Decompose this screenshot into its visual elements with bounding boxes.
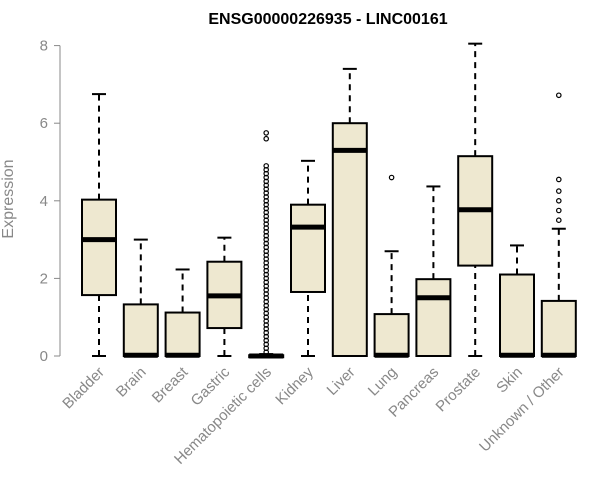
y-tick-label: 8 bbox=[40, 38, 48, 55]
x-tick-label: Kidney bbox=[272, 363, 317, 408]
box-iqr bbox=[331, 122, 368, 357]
box-iqr bbox=[81, 198, 117, 297]
outlier-point bbox=[555, 207, 562, 214]
axes: 0 2 4 6 8 bbox=[40, 38, 61, 365]
x-tick-label: Breast bbox=[149, 363, 192, 406]
x-tick-label: Prostate bbox=[432, 364, 484, 416]
box-kidney bbox=[290, 159, 326, 357]
outlier-point bbox=[263, 130, 270, 136]
box-breast bbox=[164, 268, 201, 358]
y-tick-label: 6 bbox=[40, 115, 48, 132]
box-brain bbox=[122, 238, 159, 358]
box-lung bbox=[373, 174, 410, 358]
box-iqr bbox=[164, 311, 201, 358]
y-axis-label: Expression bbox=[0, 159, 17, 238]
box-liver bbox=[331, 67, 368, 357]
box-iqr bbox=[373, 313, 410, 358]
chart-title: ENSG00000226935 - LINC00161 bbox=[208, 11, 447, 28]
box-pancreas bbox=[415, 185, 452, 357]
outlier-point bbox=[555, 176, 562, 183]
x-tick-label: Brain bbox=[113, 364, 150, 401]
box-unknown-other bbox=[540, 92, 577, 358]
box-iqr bbox=[415, 278, 452, 357]
boxes bbox=[81, 42, 577, 359]
outlier-point bbox=[388, 174, 395, 181]
x-tick-label: Bladder bbox=[59, 364, 108, 413]
y-tick-label: 4 bbox=[40, 193, 48, 210]
box-hematopoietic-cells bbox=[248, 130, 285, 359]
box-prostate bbox=[457, 42, 494, 357]
outlier-point bbox=[555, 92, 562, 99]
box-bladder bbox=[81, 93, 117, 357]
outlier-point bbox=[555, 188, 562, 194]
outlier-point bbox=[555, 217, 562, 224]
y-tick-label: 2 bbox=[40, 270, 48, 287]
outlier-point bbox=[263, 163, 270, 169]
x-tick-label: Skin bbox=[493, 364, 526, 397]
box-iqr bbox=[540, 299, 577, 357]
outlier-point bbox=[263, 135, 270, 142]
box-iqr bbox=[122, 303, 159, 357]
x-tick-label: Lung bbox=[365, 364, 401, 400]
box-iqr bbox=[290, 203, 326, 293]
outlier-point bbox=[555, 198, 562, 204]
box-gastric bbox=[206, 236, 243, 357]
x-tick-label: Liver bbox=[324, 364, 359, 399]
box-iqr bbox=[499, 273, 535, 357]
box-skin bbox=[499, 244, 535, 358]
y-tick-label: 0 bbox=[40, 348, 48, 365]
